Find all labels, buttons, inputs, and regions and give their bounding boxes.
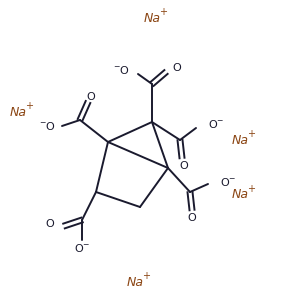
- Text: Na: Na: [126, 275, 144, 288]
- Text: +: +: [247, 129, 255, 139]
- Text: Na: Na: [231, 133, 249, 146]
- Text: +: +: [247, 184, 255, 194]
- Text: O: O: [188, 213, 196, 223]
- Text: Na: Na: [144, 11, 160, 24]
- Text: O: O: [180, 161, 188, 171]
- Text: O$^{-}$: O$^{-}$: [74, 242, 90, 254]
- Text: Na: Na: [9, 105, 27, 118]
- Text: O$^{-}$: O$^{-}$: [208, 118, 225, 130]
- Text: +: +: [159, 7, 167, 17]
- Text: O: O: [45, 219, 54, 229]
- Text: $^{-}$O: $^{-}$O: [113, 64, 130, 76]
- Text: O$^{-}$: O$^{-}$: [220, 176, 237, 188]
- Text: O: O: [87, 92, 95, 102]
- Text: +: +: [142, 271, 150, 281]
- Text: O: O: [172, 63, 181, 73]
- Text: +: +: [25, 101, 33, 111]
- Text: Na: Na: [231, 188, 249, 201]
- Text: $^{-}$O: $^{-}$O: [39, 120, 57, 132]
